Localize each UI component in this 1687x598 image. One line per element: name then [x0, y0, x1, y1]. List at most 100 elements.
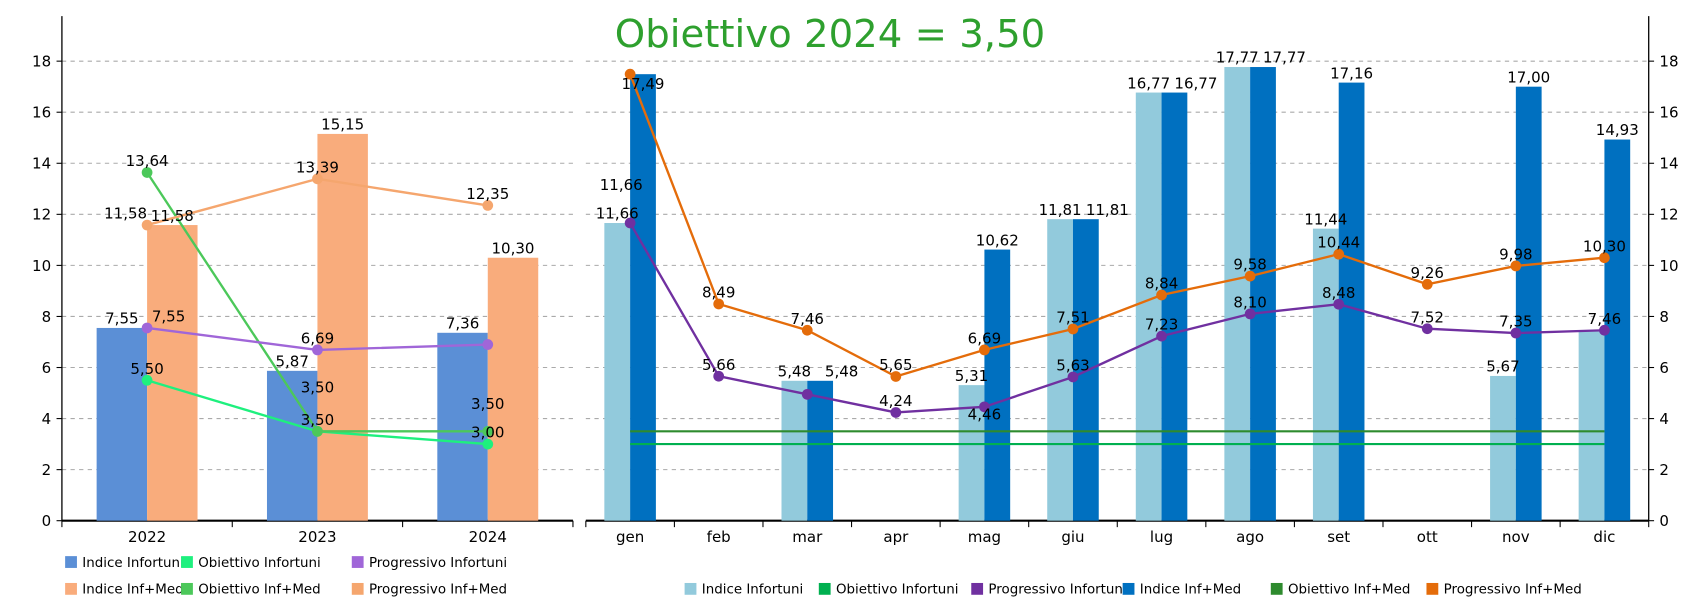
y-tick-label: 12: [1659, 206, 1678, 224]
legend-label: Indice Infortuni: [702, 583, 803, 598]
data-label: 4,24: [879, 392, 912, 410]
point-progressivo-infortuni: [713, 370, 725, 382]
point-progressivo-inf-med: [801, 324, 813, 336]
bar-indice-infortuni: [96, 327, 148, 521]
data-label: 17,77: [1263, 49, 1306, 67]
data-label: 8,49: [702, 284, 735, 302]
point-progressivo-inf-med: [624, 68, 636, 80]
bar-indice-infortuni: [1490, 375, 1516, 521]
legend-swatch: [351, 582, 364, 595]
bar-indice-inf-med: [317, 133, 368, 521]
data-label: 9,26: [1411, 264, 1444, 282]
point-progressivo-infortuni: [1599, 324, 1610, 336]
bar-indice-infortuni: [1578, 330, 1605, 521]
point-progressivo-infortuni: [801, 388, 813, 400]
y-tick-label: 8: [42, 308, 52, 326]
point-obiettivo-inf-med: [312, 425, 323, 437]
legend-label: Obiettivo Infortuni: [198, 556, 321, 571]
data-label: 7,51: [1056, 309, 1089, 327]
right-chart: 0 2 4 6 8 10 12 14 16 18 gen feb mar apr mag giu lug ago s…: [585, 16, 1679, 598]
data-label: 7,55: [152, 308, 185, 326]
x-tick-label: feb: [707, 528, 731, 546]
x-tick-label: giu: [1061, 528, 1084, 546]
data-label: 8,84: [1145, 275, 1178, 293]
data-label: 17,16: [1330, 64, 1373, 82]
data-label: 7,36: [446, 315, 479, 333]
legend-swatch: [684, 582, 697, 595]
legend-label: Progressivo Inf+Med: [369, 583, 507, 598]
legend-swatch: [65, 556, 77, 568]
y-tick-label: 18: [32, 53, 51, 71]
bar-indice-inf-med: [147, 225, 198, 521]
line-progressivo-infortuni: [629, 222, 1605, 414]
point-progressivo-infortuni: [1421, 323, 1433, 335]
point-obiettivo-infortuni: [141, 374, 153, 386]
data-label: 10,30: [1583, 237, 1626, 255]
data-label: 5,87: [275, 353, 308, 371]
data-label: 9,58: [1233, 256, 1266, 274]
point-progressivo-inf-med: [141, 219, 153, 231]
legend-label: Indice Inf+Med: [82, 583, 183, 598]
data-label: 17,77: [1216, 49, 1259, 67]
bar-indice-inf-med: [630, 74, 656, 521]
y-tick-label: 10: [1659, 257, 1678, 275]
data-label: 10,44: [1317, 234, 1360, 252]
data-label: 11,81: [1039, 201, 1082, 219]
legend-label: Indice Inf+Med: [1140, 583, 1241, 598]
data-label: 5,48: [825, 362, 858, 380]
point-progressivo-inf-med: [890, 371, 902, 382]
data-label: 8,10: [1233, 293, 1266, 311]
data-label: 11,66: [596, 205, 639, 223]
x-tick-label: 2024: [469, 528, 507, 546]
data-label: 10,30: [492, 239, 535, 257]
y-tick-label: 0: [1659, 512, 1669, 530]
bar-indice-infortuni: [1047, 219, 1073, 521]
x-tick-label: nov: [1502, 528, 1530, 546]
data-label: 7,23: [1145, 316, 1178, 334]
legend-label: Obiettivo Inf+Med: [1288, 583, 1410, 598]
y-tick-label: 18: [1659, 53, 1678, 71]
y-tick-label: 2: [42, 461, 52, 479]
point-progressivo-infortuni: [482, 339, 494, 350]
data-label: 16,77: [1127, 74, 1170, 92]
data-label: 14,93: [1596, 121, 1639, 139]
point-progressivo-inf-med: [482, 200, 494, 211]
bar-indice-infortuni: [604, 223, 631, 521]
data-label: 7,55: [105, 310, 138, 328]
x-tick-label: apr: [883, 528, 909, 546]
point-obiettivo-inf-med: [482, 425, 494, 437]
x-tick-label: gen: [616, 528, 644, 546]
point-progressivo-inf-med: [1156, 289, 1167, 301]
x-tick-label: dic: [1593, 528, 1615, 546]
data-label: 7,46: [1588, 310, 1621, 328]
legend-swatch: [181, 582, 193, 595]
point-progressivo-inf-med: [1244, 270, 1256, 282]
data-label: 10,62: [976, 231, 1019, 249]
data-label: 3,50: [301, 411, 334, 429]
legend-label: Progressivo Inf+Med: [1444, 583, 1582, 598]
bar-indice-infortuni: [1312, 228, 1339, 521]
data-label: 11,58: [151, 207, 194, 225]
data-label: 3,50: [301, 379, 334, 397]
data-label: 11,81: [1086, 201, 1129, 219]
data-label: 13,39: [296, 158, 339, 176]
data-label: 17,00: [1507, 68, 1550, 86]
point-progressivo-inf-med: [1333, 248, 1345, 260]
bar-indice-inf-med: [1161, 92, 1188, 521]
data-label: 5,50: [130, 360, 163, 378]
point-progressivo-infortuni: [624, 217, 636, 229]
data-label: 15,15: [321, 116, 364, 134]
point-progressivo-infortuni: [1510, 327, 1522, 339]
data-label: 8,48: [1322, 284, 1355, 302]
legend-swatch: [181, 556, 193, 568]
legend-swatch: [351, 556, 364, 568]
bar-indice-inf-med: [487, 257, 539, 521]
data-label: 17,49: [622, 75, 665, 93]
data-label: 6,69: [968, 329, 1001, 347]
bar-indice-inf-med: [807, 380, 834, 521]
bar-indice-infortuni: [437, 332, 488, 521]
x-tick-label: ott: [1417, 528, 1438, 546]
x-tick-label: 2022: [128, 528, 166, 546]
x-tick-label: 2023: [298, 528, 336, 546]
